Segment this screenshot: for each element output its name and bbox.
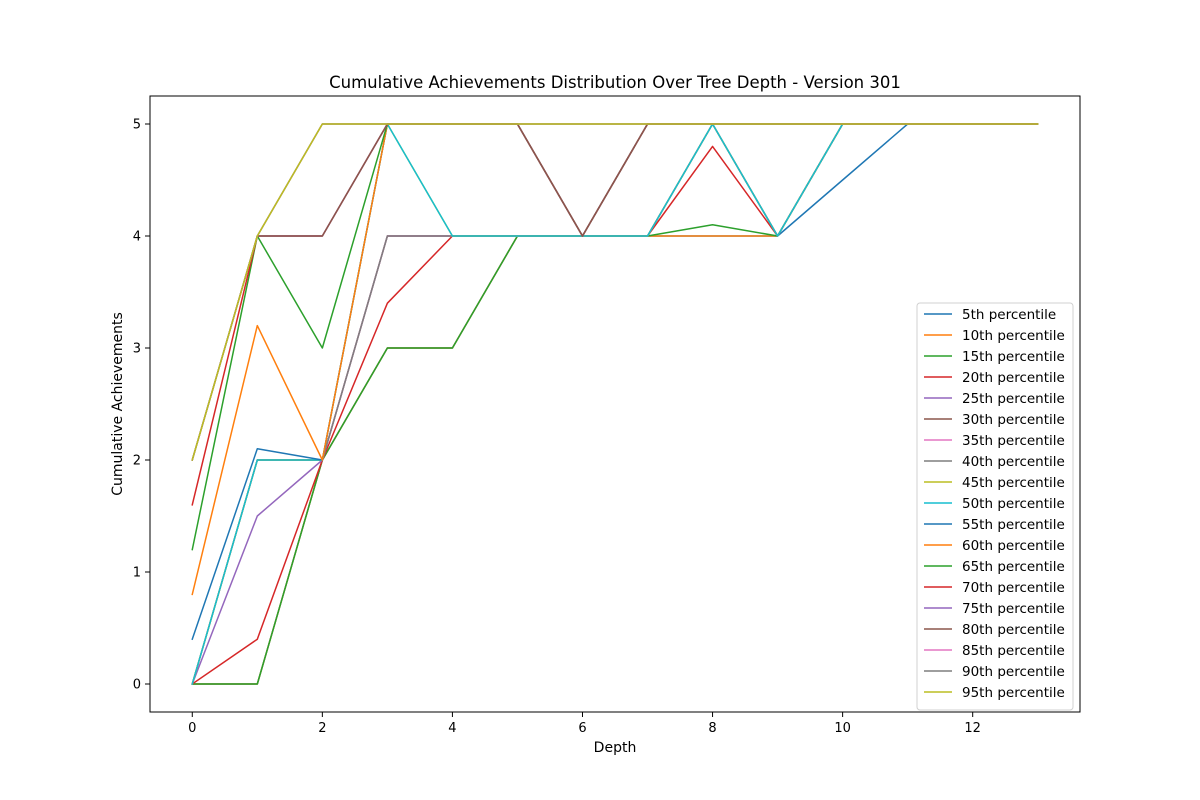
legend-label-17: 90th percentile bbox=[962, 664, 1065, 680]
legend-label-0: 5th percentile bbox=[962, 307, 1056, 323]
chart-title: Cumulative Achievements Distribution Ove… bbox=[329, 73, 901, 92]
y-tick-label-1: 1 bbox=[133, 566, 141, 581]
x-tick-label-4: 8 bbox=[708, 721, 716, 736]
legend-box bbox=[916, 302, 1074, 711]
y-axis-label: Cumulative Achievements bbox=[110, 312, 126, 496]
legend-label-11: 60th percentile bbox=[962, 538, 1065, 554]
legend: 5th percentile 10th percentile 15th percen… bbox=[916, 302, 1074, 711]
y-tick-label-0: 0 bbox=[133, 678, 141, 693]
legend-label-13: 70th percentile bbox=[962, 580, 1065, 596]
legend-label-9: 50th percentile bbox=[962, 496, 1065, 512]
legend-label-4: 25th percentile bbox=[962, 391, 1065, 407]
legend-label-3: 20th percentile bbox=[962, 370, 1065, 386]
x-tick-label-2: 4 bbox=[448, 721, 456, 736]
legend-label-6: 35th percentile bbox=[962, 433, 1065, 449]
x-axis-label: Depth bbox=[594, 740, 637, 756]
y-tick-label-2: 2 bbox=[133, 454, 141, 469]
legend-label-12: 65th percentile bbox=[962, 559, 1065, 575]
legend-label-15: 80th percentile bbox=[962, 622, 1065, 638]
x-axis: 0 2 4 6 8 10 12 bbox=[188, 712, 981, 736]
legend-label-7: 40th percentile bbox=[962, 454, 1065, 470]
legend-label-10: 55th percentile bbox=[962, 517, 1065, 533]
legend-label-1: 10th percentile bbox=[962, 328, 1065, 344]
x-tick-label-1: 2 bbox=[318, 721, 326, 736]
plot-frame bbox=[149, 95, 1081, 713]
legend-label-16: 85th percentile bbox=[962, 643, 1065, 659]
legend-label-2: 15th percentile bbox=[962, 349, 1065, 365]
y-tick-label-3: 3 bbox=[133, 342, 141, 357]
y-axis: 0 1 2 3 4 5 bbox=[133, 118, 150, 693]
series-layer bbox=[191, 123, 1039, 686]
y-tick-label-4: 4 bbox=[133, 230, 141, 245]
series-line-18 bbox=[191, 123, 1039, 461]
legend-label-8: 45th percentile bbox=[962, 475, 1065, 491]
legend-label-5: 30th percentile bbox=[962, 412, 1065, 428]
x-tick-label-0: 0 bbox=[188, 721, 196, 736]
legend-label-18: 95th percentile bbox=[962, 685, 1065, 701]
legend-label-14: 75th percentile bbox=[962, 601, 1065, 617]
x-tick-label-3: 6 bbox=[578, 721, 586, 736]
y-tick-label-5: 5 bbox=[133, 118, 141, 133]
x-tick-label-6: 12 bbox=[964, 721, 981, 736]
x-tick-label-5: 10 bbox=[834, 721, 851, 736]
